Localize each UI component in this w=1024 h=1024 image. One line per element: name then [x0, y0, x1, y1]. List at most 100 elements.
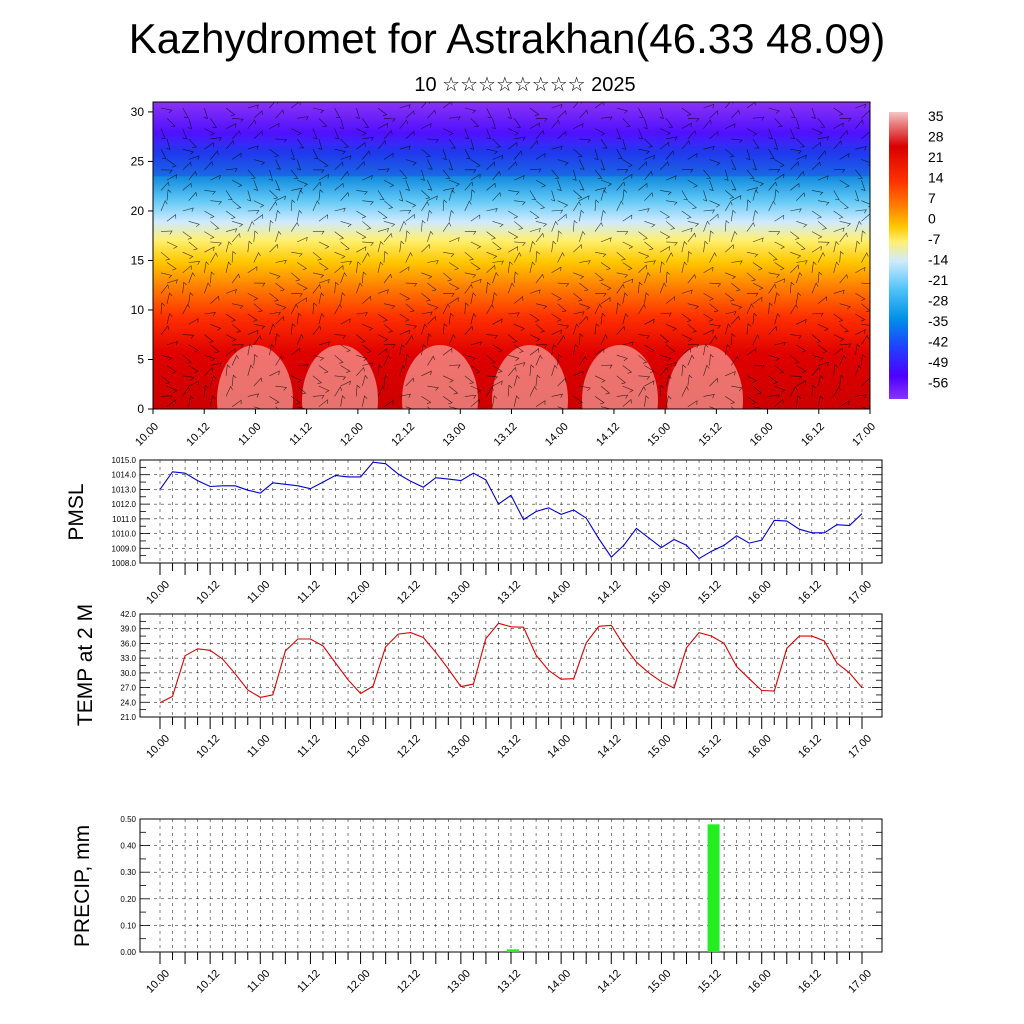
- wind-barb: [253, 282, 266, 287]
- wind-barb: [318, 312, 325, 325]
- wind-barb: [486, 251, 498, 259]
- wind-barb: [427, 385, 439, 391]
- y-tick-label: 27.0: [120, 684, 136, 693]
- wind-barb: [334, 354, 344, 364]
- wind-barb: [796, 292, 802, 304]
- wind-barb: [290, 199, 296, 212]
- precip-bar: [707, 824, 720, 952]
- wind-barb: [356, 142, 366, 150]
- wind-barb: [508, 354, 520, 361]
- wind-barb: [340, 292, 346, 304]
- wind-barb: [659, 334, 670, 343]
- wind-barb: [550, 190, 556, 202]
- wind-barb: [318, 173, 329, 181]
- wind-barb: [551, 145, 563, 151]
- wind-barb: [811, 161, 821, 171]
- wind-barb: [421, 293, 431, 302]
- wind-barb: [253, 324, 266, 330]
- wind-barb: [160, 325, 170, 335]
- wind-barb: [535, 118, 548, 123]
- wind-barb: [811, 282, 819, 294]
- wind-barb: [687, 130, 697, 140]
- wind-barb: [839, 250, 844, 263]
- wind-barb: [709, 282, 722, 288]
- wind-barb: [442, 221, 451, 232]
- wind-barb: [247, 393, 259, 398]
- wind-barb: [399, 393, 411, 398]
- wind-barb: [166, 385, 178, 393]
- wind-barb: [513, 374, 520, 387]
- wind-barb: [470, 241, 482, 249]
- wind-barb: [231, 250, 237, 263]
- wind-barb: [188, 318, 199, 325]
- wind-barb: [638, 334, 650, 340]
- wind-barb: [529, 140, 539, 150]
- wind-barb: [253, 200, 265, 208]
- wind-barb: [464, 200, 472, 212]
- wind-barb: [362, 221, 372, 230]
- wind-barb: [383, 374, 389, 387]
- wind-barb: [355, 107, 361, 119]
- wind-barb: [356, 261, 361, 273]
- wind-barb: [665, 374, 672, 387]
- wind-barb: [861, 252, 869, 263]
- wind-barb: [399, 240, 405, 253]
- wind-barb: [470, 385, 482, 393]
- wind-barb: [312, 107, 325, 114]
- wind-barb: [731, 195, 742, 201]
- wind-barb: [464, 251, 474, 261]
- wind-barb: [687, 232, 696, 243]
- wind-barb: [210, 137, 222, 142]
- wind-barb: [204, 142, 214, 150]
- wind-barb: [166, 279, 178, 284]
- wind-barb: [529, 168, 542, 173]
- y-tick-label: 33.0: [120, 654, 136, 663]
- wind-barb: [660, 190, 672, 196]
- wind-barb: [790, 386, 798, 397]
- wind-barb: [790, 231, 800, 240]
- wind-barb: [383, 303, 396, 309]
- x-tick-label: 12.00: [345, 579, 373, 607]
- wind-barb: [817, 221, 828, 230]
- wind-barb: [817, 296, 828, 304]
- wind-barb: [768, 149, 775, 160]
- wind-barb: [529, 122, 540, 129]
- wind-barb: [340, 395, 346, 407]
- wind-barb: [768, 325, 778, 335]
- wind-barb: [514, 344, 524, 353]
- wind-barb: [703, 329, 714, 335]
- warm-cell: [492, 345, 568, 409]
- colorbar-label: -49: [928, 354, 948, 370]
- wind-barb: [253, 179, 259, 191]
- wind-barb: [551, 393, 563, 398]
- wind-barb: [796, 260, 808, 265]
- wind-barb: [811, 141, 822, 150]
- wind-barb: [203, 107, 209, 119]
- y-axis-label: TEMP at 2 M: [74, 604, 97, 726]
- x-tick-label: 17.00: [846, 968, 874, 996]
- wind-barb: [405, 159, 417, 166]
- wind-barb: [557, 377, 567, 387]
- wind-barb: [752, 189, 759, 201]
- wind-barb: [573, 370, 584, 377]
- wind-barb: [529, 289, 541, 294]
- wind-barb: [275, 385, 288, 391]
- wind-barb: [377, 385, 385, 397]
- wind-barb: [204, 367, 213, 377]
- wind-barb: [210, 271, 215, 284]
- wind-barb: [638, 128, 644, 140]
- wind-barb: [297, 116, 309, 121]
- wind-barb: [377, 334, 389, 342]
- wind-barb: [796, 138, 805, 148]
- wind-barb: [182, 148, 195, 155]
- wind-barb: [681, 385, 689, 397]
- wind-barb: [616, 231, 629, 235]
- wind-barb: [312, 200, 320, 212]
- wind-barb: [573, 396, 584, 405]
- wind-barb: [253, 353, 258, 366]
- wind-barb: [449, 406, 460, 409]
- wind-barb: [665, 221, 676, 230]
- wind-barb: [204, 282, 211, 294]
- wind-barb: [399, 169, 408, 179]
- wind-barb: [160, 375, 171, 385]
